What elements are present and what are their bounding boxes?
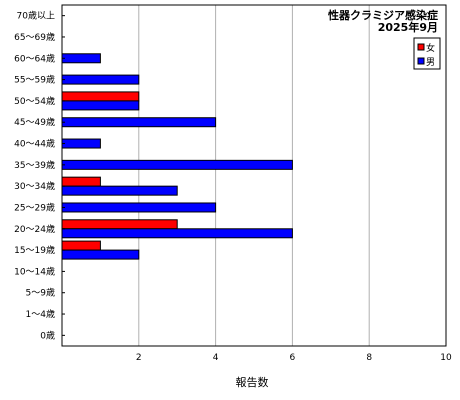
x-tick-label: 8 (366, 353, 372, 363)
y-tick-label: 25～29歳 (14, 201, 55, 213)
bar-male (61, 202, 217, 213)
y-tick-label: 0歳 (40, 329, 55, 341)
bar-male (61, 159, 293, 170)
bar-female (61, 219, 178, 230)
y-tick-label: 65～69歳 (14, 31, 55, 43)
y-tick-labels: 70歳以上 65～69歳 60～64歳 55～59歳 50～54歳 45～49歳 40～44… (14, 10, 65, 341)
bar-male (61, 74, 140, 85)
x-tick-label: 4 (213, 353, 219, 363)
bar-male (61, 100, 140, 111)
bar-female (61, 240, 101, 251)
bar-male (61, 228, 293, 239)
bar-male (61, 138, 101, 149)
bar-male (61, 117, 217, 128)
y-tick-label: 1～4歳 (26, 308, 55, 320)
legend: 女男 (413, 37, 441, 70)
bar-male (61, 53, 101, 64)
y-tick-label: 70歳以上 (17, 10, 55, 22)
chart-subtitle: 2025年9月 (378, 20, 438, 34)
legend-label: 女 (426, 42, 435, 54)
chart-title: 性器クラミジア感染症 (328, 8, 438, 22)
y-tick-label: 5～9歳 (26, 287, 55, 299)
x-tick-labels: 2 4 6 8 10 (136, 353, 452, 363)
y-tick-label: 50～54歳 (14, 95, 55, 107)
x-tick-label: 6 (290, 353, 296, 363)
y-tick-label: 40～44歳 (14, 138, 55, 150)
y-tick-label: 35～39歳 (14, 159, 55, 171)
bar-female (61, 91, 140, 102)
y-tick-label: 10～14歳 (14, 265, 55, 277)
y-tick-label: 55～59歳 (14, 74, 55, 86)
legend-label: 男 (426, 57, 435, 68)
plot-area (61, 4, 447, 347)
legend-swatch (417, 43, 425, 51)
x-axis-label: 報告数 (236, 376, 269, 389)
bar-female (61, 176, 101, 187)
y-tick-label: 20～24歳 (14, 223, 55, 235)
x-tick-label: 10 (440, 353, 452, 363)
grid-lines (138, 5, 370, 346)
y-tick-label: 60～64歳 (14, 52, 55, 64)
legend-swatch (417, 57, 425, 65)
bar-male (61, 185, 178, 196)
y-tick-label: 15～19歳 (14, 244, 55, 256)
bar-male (61, 249, 140, 260)
x-tick-label: 2 (136, 353, 142, 363)
y-tick-label: 45～49歳 (14, 116, 55, 128)
y-tick-label: 30～34歳 (14, 180, 55, 192)
